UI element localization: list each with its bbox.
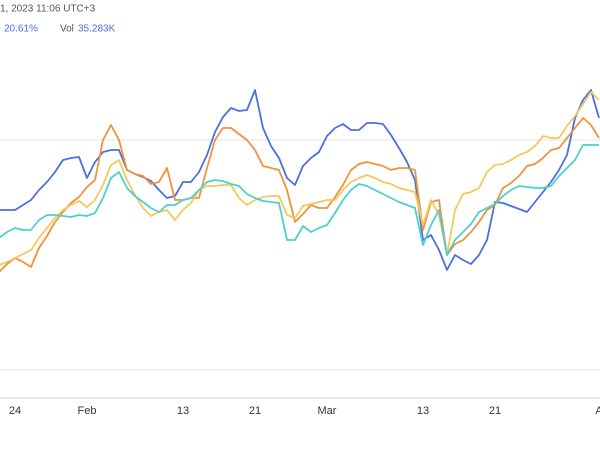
volume-label: Vol xyxy=(60,24,74,35)
x-tick-label: 13 xyxy=(417,405,429,417)
x-tick-label: 24 xyxy=(9,405,21,417)
x-tick-label: 13 xyxy=(177,405,189,417)
series-line xyxy=(0,117,600,273)
series-line xyxy=(0,91,600,266)
x-tick-label: A xyxy=(595,405,600,417)
series-line xyxy=(0,89,600,271)
x-tick-label: Feb xyxy=(78,405,97,417)
volume: 35.283K xyxy=(78,24,116,35)
x-tick-label: 21 xyxy=(249,405,261,417)
timestamp: 1, 2023 11:06 UTC+3 xyxy=(0,4,96,15)
x-tick-label: 21 xyxy=(489,405,501,417)
series-line xyxy=(0,144,599,256)
change: 20.61% xyxy=(4,24,38,35)
x-tick-label: Mar xyxy=(318,405,337,417)
